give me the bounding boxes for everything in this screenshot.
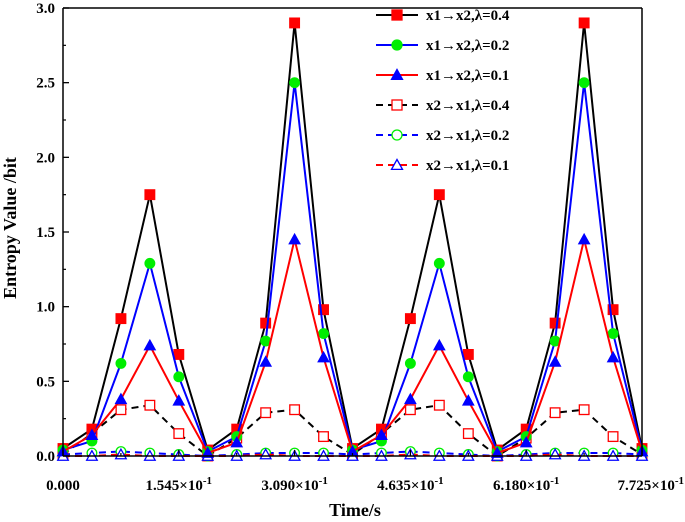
x-tick-label: 1.545×10-1: [146, 475, 212, 494]
data-point-series-3: [259, 355, 273, 367]
y-tick-label: 1.0: [36, 300, 55, 316]
data-point-series-4: [260, 407, 272, 419]
legend: x1→x2,λ=0.4 x1→x2,λ=0.2 x1→x2,λ=0.1 x2→x1,λ…: [376, 8, 510, 174]
data-point-series-1: [433, 189, 445, 201]
data-point-series-2: [144, 257, 156, 269]
data-point-series-2: [404, 357, 416, 369]
data-point-series-2: [462, 371, 474, 383]
data-point-series-3: [375, 428, 388, 440]
data-point-series-3: [143, 338, 157, 351]
x-axis-title: Time/s: [329, 500, 381, 520]
x-tick-label: 4.635×10-1: [377, 475, 443, 494]
data-point-series-2: [173, 371, 185, 383]
y-tick-label: 0.0: [36, 449, 55, 465]
legend-marker-3: [390, 68, 404, 81]
data-point-series-2: [578, 77, 590, 89]
legend-marker-6: [390, 158, 404, 171]
data-point-series-3: [114, 392, 128, 405]
data-point-series-1: [462, 349, 474, 360]
y-tick-label: 2.5: [36, 76, 55, 92]
legend-label-6: x2→x1,λ=0.1: [426, 158, 509, 174]
data-point-series-3: [577, 232, 591, 245]
data-point-series-2: [289, 77, 301, 89]
data-point-series-3: [230, 435, 244, 448]
data-point-series-4: [549, 407, 561, 419]
axes: [62, 7, 643, 457]
data-point-series-4: [289, 404, 301, 416]
data-point-series-3: [519, 435, 533, 448]
data-point-series-3: [172, 394, 186, 406]
data-point-series-2: [607, 328, 619, 339]
series-line-1: [62, 22, 643, 452]
legend-marker-2: [391, 39, 403, 51]
data-point-series-1: [549, 317, 561, 329]
data-point-series-3: [404, 392, 417, 405]
tick-labels: 0.0 0.5 1.0 1.5 2.0 2.5 3.0 0.000 1.545×10-1 3.09…: [36, 1, 684, 494]
data-point-series-1: [289, 17, 301, 29]
data-point-series-1: [173, 349, 185, 360]
data-point-series-3: [288, 232, 301, 245]
data-point-series-4: [115, 404, 127, 416]
data-point-series-4: [318, 431, 329, 443]
data-point-series-4: [404, 404, 416, 416]
legend-marker-1: [391, 9, 403, 21]
data-point-series-3: [85, 428, 99, 440]
y-tick-label: 2.0: [36, 150, 55, 166]
x-tick-label: 7.725×10-1: [618, 475, 684, 494]
y-tick-label: 3.0: [36, 1, 55, 17]
data-point-series-3: [432, 338, 446, 351]
legend-label-5: x2→x1,λ=0.2: [426, 128, 509, 144]
data-point-series-3: [317, 350, 330, 363]
y-axis-title: Entropy Value /bit: [0, 157, 20, 299]
data-point-series-4: [607, 431, 619, 443]
data-point-series-1: [607, 304, 619, 316]
data-point-series-1: [260, 317, 272, 329]
data-point-series-1: [578, 17, 590, 29]
data-point-series-2: [433, 257, 445, 269]
data-point-series-4: [462, 428, 474, 440]
data-point-series-2: [115, 357, 127, 369]
legend-marker-5: [391, 129, 403, 141]
x-tick-label: 0.000: [46, 478, 80, 494]
data-point-series-3: [490, 446, 504, 458]
data-point-series-3: [461, 394, 475, 406]
data-point-series-3: [201, 446, 215, 458]
legend-label-2: x1→x2,λ=0.2: [426, 38, 509, 54]
data-point-series-1: [115, 313, 127, 325]
data-point-series-2: [318, 328, 329, 339]
legend-label-4: x2→x1,λ=0.4: [426, 98, 510, 114]
data-point-series-4: [144, 399, 156, 411]
data-point-series-4: [173, 428, 185, 440]
data-point-series-3: [606, 350, 620, 363]
plot-area: [56, 17, 649, 462]
y-tick-label: 0.5: [36, 374, 55, 390]
data-point-series-4: [433, 399, 445, 411]
data-point-series-4: [578, 404, 590, 416]
x-tick-label: 6.180×10-1: [493, 475, 559, 494]
data-point-series-1: [318, 304, 329, 316]
legend-label-1: x1→x2,λ=0.4: [426, 8, 510, 24]
legend-label-3: x1→x2,λ=0.1: [426, 68, 509, 84]
data-point-series-1: [404, 313, 416, 325]
x-tick-label: 3.090×10-1: [261, 475, 327, 494]
data-point-series-3: [548, 355, 562, 367]
y-tick-label: 1.5: [36, 225, 55, 241]
legend-marker-4: [391, 99, 403, 111]
data-point-series-1: [144, 189, 156, 201]
